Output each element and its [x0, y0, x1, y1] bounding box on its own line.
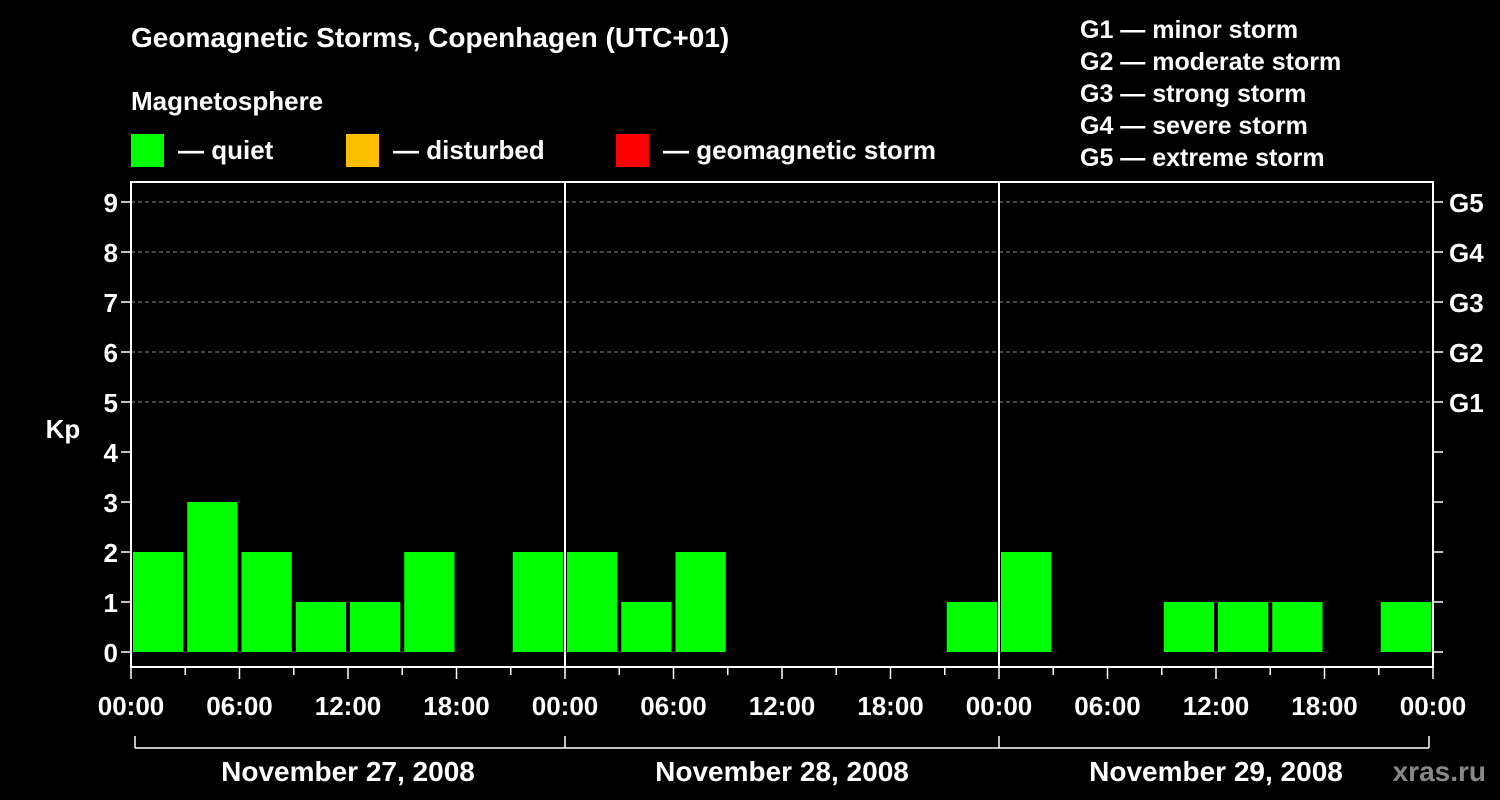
kp-bar-20: [1218, 602, 1269, 652]
kp-bar-19: [1163, 602, 1214, 652]
right-axis-label-g5: G5: [1449, 188, 1484, 218]
chart-subtitle: Magnetosphere: [131, 86, 324, 116]
y-tick-label-0: 0: [104, 638, 118, 668]
kp-bar-8: [567, 552, 618, 652]
y-axis-label: Kp: [46, 414, 81, 444]
storm-level-g5: G5 — extreme storm: [1080, 144, 1325, 172]
x-tick-label-8: 00:00: [966, 691, 1033, 721]
x-tick-label-5: 06:00: [640, 691, 707, 721]
y-tick-label-7: 7: [104, 288, 118, 318]
right-axis-label-g1: G1: [1449, 388, 1484, 418]
x-tick-label-9: 06:00: [1074, 691, 1141, 721]
kp-bar-2: [241, 552, 292, 652]
legend-swatch-quiet: [131, 133, 164, 167]
y-tick-label-2: 2: [104, 538, 118, 568]
plot-frame: [130, 181, 1434, 668]
kp-bar-15: [946, 602, 997, 652]
right-axis-label-g2: G2: [1449, 338, 1484, 368]
storm-level-g1: G1 — minor storm: [1080, 16, 1299, 44]
y-tick-label-8: 8: [104, 238, 118, 268]
x-tick-label-0: 00:00: [98, 691, 165, 721]
x-tick-label-2: 12:00: [315, 691, 382, 721]
kp-bar-5: [404, 552, 455, 652]
y-tick-label-9: 9: [104, 188, 118, 218]
kp-bar-7: [512, 552, 563, 652]
y-tick-label-4: 4: [104, 438, 119, 468]
kp-bar-4: [350, 602, 401, 652]
kp-bar-9: [621, 602, 672, 652]
y-tick-label-3: 3: [104, 488, 118, 518]
y-tick-label-6: 6: [104, 338, 118, 368]
y-tick-label-5: 5: [104, 388, 118, 418]
right-axis-label-g4: G4: [1449, 238, 1484, 268]
x-tick-label-10: 12:00: [1183, 691, 1250, 721]
legend-item-quiet: — quiet: [131, 133, 273, 167]
kp-bar-10: [675, 552, 726, 652]
x-tick-label-6: 12:00: [749, 691, 816, 721]
x-tick-label-1: 06:00: [206, 691, 273, 721]
kp-bar-23: [1380, 602, 1431, 652]
legend-item-disturbed: — disturbed: [346, 133, 545, 167]
x-tick-label-11: 18:00: [1291, 691, 1358, 721]
x-tick-label-4: 00:00: [532, 691, 599, 721]
x-tick-label-3: 18:00: [423, 691, 490, 721]
legend-swatch-disturbed: [346, 133, 379, 167]
right-axis-label-g3: G3: [1449, 288, 1484, 318]
day-label-1: November 28, 2008: [655, 756, 909, 787]
legend-item-storm: — geomagnetic storm: [616, 133, 936, 167]
watermark: xras.ru: [1392, 756, 1486, 787]
y-tick-label-1: 1: [104, 588, 118, 618]
chart-title: Geomagnetic Storms, Copenhagen (UTC+01): [131, 22, 730, 53]
x-tick-label-12: 00:00: [1400, 691, 1467, 721]
kp-bar-3: [295, 602, 346, 652]
day-label-2: November 29, 2008: [1089, 756, 1343, 787]
kp-bar-16: [1001, 552, 1052, 652]
legend-label-storm: — geomagnetic storm: [663, 134, 937, 165]
legend-label-disturbed: — disturbed: [393, 134, 545, 165]
kp-bar-0: [133, 552, 184, 652]
legend-swatch-storm: [616, 133, 649, 167]
kp-bar-1: [187, 502, 238, 652]
day-label-0: November 27, 2008: [221, 756, 475, 787]
storm-level-g3: G3 — strong storm: [1080, 80, 1307, 108]
x-tick-label-7: 18:00: [857, 691, 924, 721]
storm-level-g2: G2 — moderate storm: [1080, 48, 1342, 76]
storm-level-legend: G1 — minor storm G2 — moderate storm G3 …: [1080, 14, 1341, 174]
storm-level-g4: G4 — severe storm: [1080, 112, 1308, 140]
kp-bar-21: [1272, 602, 1323, 652]
legend-label-quiet: — quiet: [178, 134, 274, 165]
